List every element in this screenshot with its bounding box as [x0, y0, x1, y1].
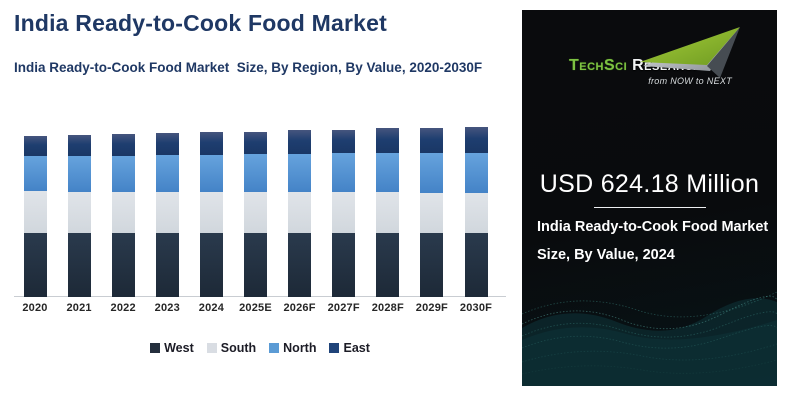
x-axis-label-2023: 2023 — [154, 302, 180, 314]
bar-segment-2029F-south — [420, 192, 444, 233]
bar-segment-2023-west — [155, 233, 179, 297]
market-value-headline: USD 624.18 Million — [539, 170, 760, 198]
bar-segment-2026F-east — [288, 129, 312, 154]
legend-label-south: South — [220, 341, 257, 355]
x-axis-label-2022: 2022 — [110, 302, 136, 314]
bar-segment-2020-south — [23, 191, 47, 233]
bar-segment-2027F-west — [332, 232, 356, 297]
headline-divider — [593, 207, 706, 208]
legend-label-east: East — [343, 341, 370, 355]
bar-segment-2022-west — [111, 233, 135, 297]
bar-segment-2025E-north — [244, 154, 267, 192]
bar-segment-2026F-north — [288, 153, 312, 192]
panel-caption-line1: India Ready-to-Cook Food Market — [537, 219, 769, 235]
legend-item-west: West — [150, 341, 194, 355]
x-axis-label-2029F: 2029F — [415, 302, 448, 314]
bar-segment-2030F-south — [464, 192, 488, 233]
plot-area: 2020 2021 2022 2023 2024 2025E 2026F 2027F 2028F… — [14, 120, 506, 314]
chart-subtitle: India Ready-to-Cook Food Market Size, By… — [14, 60, 483, 75]
bar-segment-2029F-east — [420, 128, 444, 153]
bar-segment-2020-east — [23, 136, 47, 156]
bar-segment-2027F-south — [332, 192, 356, 233]
bar-segment-2030F-north — [464, 152, 488, 193]
bar-segment-2026F-south — [288, 192, 312, 233]
bar-segment-2024-west — [199, 233, 223, 297]
panel-caption-line2: Size, By Value, 2024 — [537, 247, 675, 263]
bar-segment-2024-north — [199, 154, 223, 192]
bar-segment-2025E-south — [244, 192, 267, 233]
x-axis-label-2026F: 2026F — [283, 302, 316, 314]
x-axis-label-2027F: 2027F — [327, 302, 360, 314]
legend-swatch-south — [206, 343, 217, 353]
bar-segment-2030F-east — [464, 127, 488, 153]
bar-segment-2021-east — [67, 135, 91, 156]
bar-segment-2020-north — [23, 156, 47, 191]
bar-segment-2027F-east — [332, 129, 356, 153]
bar-segment-2025E-east — [244, 131, 267, 154]
x-axis-label-2028F: 2028F — [371, 302, 404, 314]
x-axis-label-2024: 2024 — [198, 302, 225, 314]
legend: West South North East — [14, 341, 506, 355]
legend-item-south: South — [206, 341, 257, 355]
bar-segment-2030F-west — [464, 232, 488, 297]
x-axis-label-2030F: 2030F — [459, 302, 493, 314]
bar-segment-2024-south — [199, 191, 223, 233]
page-title: India Ready-to-Cook Food Market — [14, 10, 387, 36]
bar-segment-2025E-west — [244, 233, 267, 297]
legend-item-east: East — [329, 341, 370, 355]
x-axis-label-2021: 2021 — [66, 302, 92, 314]
bar-segment-2023-south — [155, 191, 179, 233]
logo-tagline: from NOW to NEXT — [648, 76, 732, 86]
legend-label-west: West — [164, 341, 194, 355]
bar-segment-2020-west — [23, 233, 47, 297]
bar-segment-2028F-west — [376, 232, 400, 297]
x-axis-label-2025E: 2025E — [239, 302, 272, 314]
bar-segment-2029F-west — [420, 232, 444, 297]
bar-segment-2029F-north — [420, 152, 444, 193]
legend-item-north: North — [269, 341, 316, 355]
legend-swatch-east — [329, 343, 340, 353]
bar-segment-2028F-north — [376, 152, 400, 192]
bar-segment-2024-east — [199, 132, 223, 155]
wave-pattern-decoration — [522, 291, 777, 386]
bar-segment-2021-south — [67, 191, 91, 233]
legend-label-north: North — [283, 341, 317, 355]
bar-segment-2022-north — [111, 155, 135, 192]
bar-segment-2023-east — [155, 133, 179, 155]
bar-segment-2023-north — [155, 155, 179, 192]
bar-segment-2026F-west — [288, 233, 312, 297]
bar-segment-2028F-east — [376, 128, 400, 153]
techsci-arrow-icon — [640, 27, 740, 78]
legend-swatch-north — [269, 343, 280, 353]
bar-segment-2021-west — [67, 233, 91, 297]
bar-segment-2028F-south — [376, 192, 400, 233]
brand-panel: TechSci Research from NOW to NEXT USD 62… — [522, 10, 777, 386]
bar-segment-2022-south — [111, 191, 135, 233]
logo-word-techsci: TechSci — [569, 57, 628, 74]
bar-segment-2022-east — [111, 134, 135, 156]
x-axis-label-2020: 2020 — [22, 302, 48, 314]
bar-segment-2021-north — [67, 156, 91, 192]
legend-swatch-west — [150, 343, 161, 353]
bar-segment-2027F-north — [332, 153, 356, 192]
